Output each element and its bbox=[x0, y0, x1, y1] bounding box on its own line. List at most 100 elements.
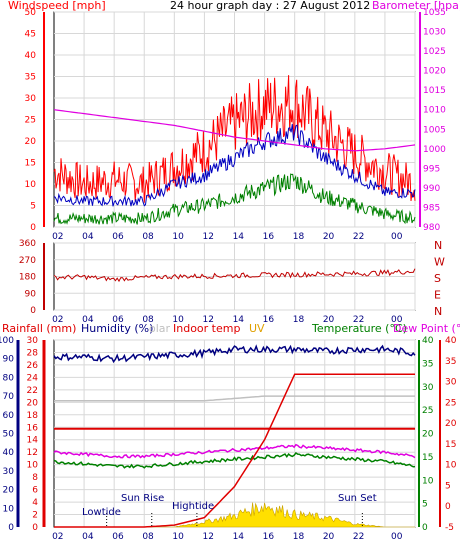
wind-avg-series bbox=[53, 124, 416, 207]
indoor-temp-label: Indoor temp bbox=[173, 322, 240, 335]
hour-tick-label: 02 bbox=[52, 315, 63, 325]
dew-axis-tick: 25 bbox=[445, 398, 456, 408]
compass-label: W bbox=[434, 256, 445, 269]
direction-axis-tick: 180 bbox=[19, 273, 36, 283]
barometer-axis-tick: 1020 bbox=[423, 67, 446, 77]
hour-tick-label: 04 bbox=[82, 232, 94, 242]
wind-axis-tick: 5 bbox=[30, 202, 36, 212]
dew-axis-tick: 40 bbox=[445, 336, 457, 346]
rain-axis-tick: 2 bbox=[32, 511, 38, 521]
dew-axis-tick: 15 bbox=[445, 440, 456, 450]
solar-series bbox=[54, 395, 415, 402]
hour-tick-label: 20 bbox=[323, 232, 335, 242]
wind-axis-tick: 10 bbox=[25, 180, 37, 190]
rain-axis-tick: 6 bbox=[32, 486, 38, 496]
hour-tick-label: 10 bbox=[172, 532, 184, 542]
dew-axis-tick: 10 bbox=[445, 461, 457, 471]
wind-axis-tick: 50 bbox=[25, 8, 37, 18]
uv-label: UV bbox=[249, 322, 265, 335]
hour-tick-label: 10 bbox=[172, 232, 184, 242]
temperature-label: Temperature (°C) bbox=[311, 322, 407, 335]
temperature-axis-tick: 5 bbox=[422, 500, 428, 510]
hour-tick-label: 06 bbox=[112, 315, 124, 325]
hour-tick-label: 02 bbox=[52, 532, 63, 542]
hour-tick-label: 20 bbox=[323, 532, 335, 542]
hour-tick-label: 14 bbox=[233, 532, 245, 542]
rain-axis-tick: 14 bbox=[27, 436, 39, 446]
humidity-label: Humidity (%) bbox=[81, 322, 153, 335]
wind-axis-tick: 15 bbox=[25, 159, 36, 169]
rain-axis-tick: 16 bbox=[27, 423, 39, 433]
barometer-series bbox=[53, 109, 416, 152]
rainfall-label: Rainfall (mm) bbox=[2, 322, 76, 335]
rain-axis-tick: 24 bbox=[27, 373, 39, 383]
barometer-axis-tick: 1000 bbox=[423, 145, 446, 155]
rain-axis-tick: 12 bbox=[27, 448, 38, 458]
humidity-axis-tick: 20 bbox=[3, 486, 15, 496]
hour-tick-label: 18 bbox=[293, 232, 305, 242]
hour-tick-label: 06 bbox=[112, 232, 124, 242]
temperature-axis-tick: 0 bbox=[422, 523, 428, 533]
hour-tick-label: 08 bbox=[142, 232, 154, 242]
wind-axis-tick: 25 bbox=[25, 116, 36, 126]
rain-axis-tick: 22 bbox=[27, 386, 38, 396]
series-lines bbox=[53, 75, 416, 528]
humidity-axis-tick: 50 bbox=[3, 430, 15, 440]
temperature-axis-tick: 25 bbox=[422, 406, 433, 416]
lowtide-label: Lowtide bbox=[82, 507, 121, 518]
humidity-axis-tick: 40 bbox=[3, 448, 15, 458]
direction-axis-tick: 270 bbox=[19, 256, 36, 266]
wind-axis-tick: 45 bbox=[25, 30, 36, 40]
hour-tick-label: 00 bbox=[391, 532, 403, 542]
dew-axis-tick: -5 bbox=[445, 523, 454, 533]
rain-axis-tick: 8 bbox=[32, 473, 38, 483]
wind-gust-series bbox=[53, 75, 416, 203]
temperature-axis-tick: 10 bbox=[422, 476, 434, 486]
hour-tick-label: 12 bbox=[203, 532, 214, 542]
rain-axis-tick: 20 bbox=[27, 398, 39, 408]
solar-label: olar bbox=[149, 322, 171, 335]
hightide-label: Hightide bbox=[172, 501, 214, 512]
temperature-series bbox=[53, 452, 416, 469]
hour-tick-label: 00 bbox=[391, 315, 403, 325]
hour-tick-label: 14 bbox=[233, 232, 245, 242]
direction-axis-tick: 360 bbox=[19, 239, 36, 249]
hour-tick-label: 02 bbox=[52, 232, 63, 242]
rain-axis-tick: 26 bbox=[27, 361, 39, 371]
hour-tick-label: 22 bbox=[353, 532, 364, 542]
hour-tick-label: 22 bbox=[353, 315, 364, 325]
humidity-axis-tick: 10 bbox=[3, 504, 15, 514]
compass-label: N bbox=[434, 305, 442, 318]
wind-axis-tick: 0 bbox=[30, 223, 36, 233]
rain-axis-tick: 0 bbox=[32, 523, 38, 533]
humidity-axis-tick: 30 bbox=[3, 467, 15, 477]
barometer-title: Barometer [hpa] bbox=[372, 0, 460, 12]
wind-min-series bbox=[53, 173, 416, 225]
windspeed-title: Windspeed [mph] bbox=[8, 0, 106, 12]
dew-point-label: Dew Point (°C) bbox=[393, 322, 460, 335]
rain-axis-tick: 4 bbox=[32, 498, 38, 508]
hour-tick-label: 08 bbox=[142, 532, 154, 542]
hour-tick-label: 04 bbox=[82, 532, 94, 542]
compass-label: S bbox=[434, 272, 441, 285]
barometer-axis-tick: 1015 bbox=[423, 86, 446, 96]
barometer-axis-tick: 1030 bbox=[423, 28, 446, 38]
rain-axis-tick: 18 bbox=[27, 411, 39, 421]
humidity-axis-tick: 80 bbox=[3, 373, 15, 383]
humidity-series bbox=[53, 344, 416, 364]
wind-axis-tick: 30 bbox=[25, 94, 37, 104]
direction-series bbox=[53, 268, 416, 283]
barometer-axis-tick: 1035 bbox=[423, 8, 446, 18]
hour-tick-label: 00 bbox=[391, 232, 403, 242]
wind-axis-tick: 35 bbox=[25, 73, 36, 83]
dew-axis-tick: 35 bbox=[445, 357, 456, 367]
rain-axis-tick: 10 bbox=[27, 461, 39, 471]
sunrise-label: Sun Rise bbox=[121, 493, 164, 504]
barometer-axis-tick: 1025 bbox=[423, 47, 446, 57]
humidity-axis-tick: 70 bbox=[3, 392, 15, 402]
hour-tick-label: 12 bbox=[203, 232, 214, 242]
hour-tick-label: 14 bbox=[233, 315, 245, 325]
direction-axis-tick: 90 bbox=[25, 289, 37, 299]
